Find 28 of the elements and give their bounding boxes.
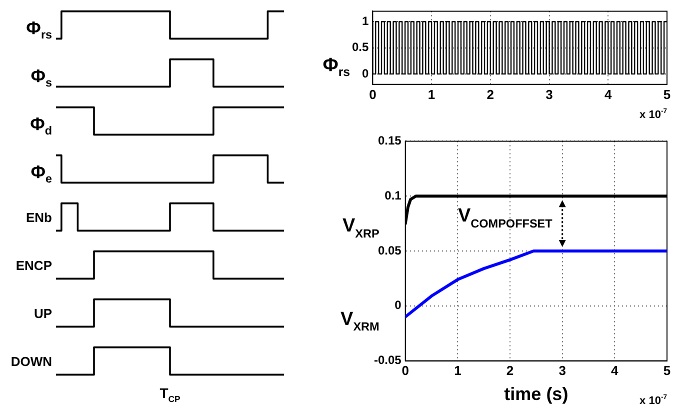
x-tick-label: 5	[663, 363, 671, 378]
y-axis-title: Φ$_{s}$	[30, 66, 52, 90]
x-tick-label: 4	[604, 86, 613, 102]
y-tick-label: 0	[394, 298, 402, 312]
y-tick-label: 0.5	[352, 40, 369, 54]
y-axis-title: ENCP	[14, 258, 52, 273]
x-tick-label: 5	[663, 86, 671, 102]
x-tick-label: 3	[546, 86, 553, 102]
x-tick-label: 1	[454, 363, 462, 378]
y-tick-label: 1	[362, 14, 369, 28]
y-axis-title: Φ$_{e}$	[30, 162, 52, 186]
x-tick-label: 2	[506, 363, 514, 378]
y-axis-title: Φ$_{d}$	[29, 114, 52, 138]
y-axis-title: Φ$_{rs}$	[25, 18, 52, 42]
y-axis-title: Φ$_{rs}$	[322, 55, 350, 79]
y-axis-title: UP	[32, 306, 52, 321]
x-tick-label: 1	[428, 86, 436, 102]
x-tick-label: 2	[486, 86, 494, 102]
x-tick-label: 3	[558, 363, 566, 378]
y-tick-label: 0.1	[384, 188, 402, 202]
y-tick-label: 0.05	[378, 243, 402, 258]
y-axis-title: ENb	[25, 210, 52, 225]
y-tick-label: -0.05	[374, 353, 402, 368]
x-axis-title: time (s)	[504, 384, 568, 404]
y-tick-label: 0.15	[378, 134, 402, 148]
y-axis-title: DOWN	[10, 354, 52, 369]
x-tick-label: 4	[611, 363, 620, 378]
y-tick-label: 0	[362, 66, 369, 80]
